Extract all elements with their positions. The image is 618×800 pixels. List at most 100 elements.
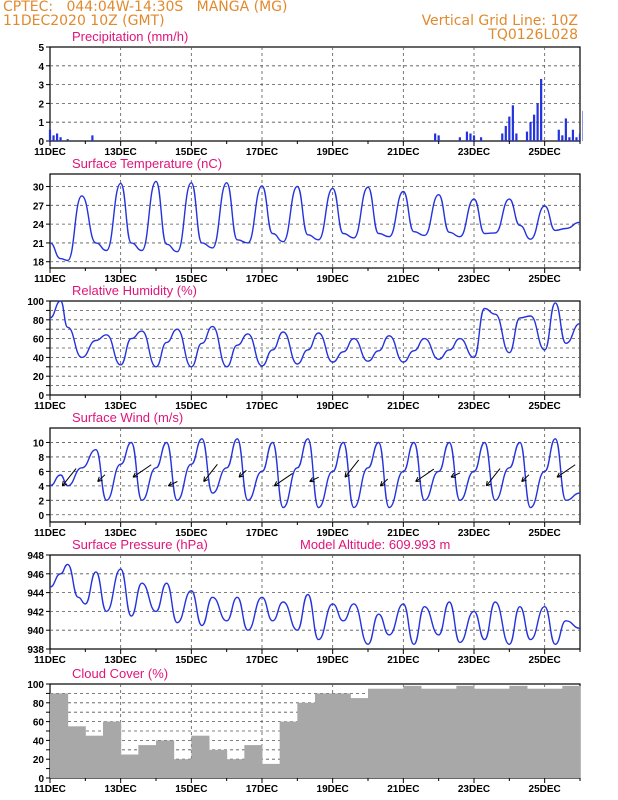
bar [55, 133, 59, 141]
y-tick-label: 20 [33, 755, 45, 766]
x-tick-label: 13DEC [105, 401, 137, 412]
x-tick-label: 13DEC [105, 274, 137, 285]
y-tick-label: 1 [38, 118, 44, 129]
bar [557, 129, 560, 141]
header-model: TQ0126L028 [488, 27, 578, 43]
y-tick-label: 100 [27, 680, 44, 691]
wind-arrow [380, 478, 389, 487]
bar [315, 693, 334, 778]
header-grid-line: Vertical Grid Line: 10Z [421, 13, 578, 29]
y-tick-label: 27 [33, 201, 45, 212]
wind-arrow-head [521, 479, 527, 482]
bar [191, 735, 210, 778]
x-tick-label: 13DEC [105, 655, 137, 666]
x-tick-label: 23DEC [458, 528, 490, 539]
wind-arrow-head [238, 475, 245, 478]
x-tick-label: 13DEC [105, 147, 137, 158]
wind-arrow [97, 474, 106, 482]
y-tick-label: 60 [33, 335, 45, 346]
y-tick-label: 100 [27, 297, 44, 308]
header-station: CPTEC: 044:04W-14:30S MANGA (MG) [3, 0, 288, 15]
bar [48, 129, 52, 141]
y-tick-label: 938 [27, 645, 44, 656]
y-tick-label: 2 [38, 99, 44, 110]
bar [474, 688, 493, 778]
bar [297, 702, 316, 778]
bar [120, 754, 139, 778]
x-tick-label: 15DEC [175, 274, 207, 285]
wind-arrow [61, 468, 77, 487]
panel-title: Relative Humidity (%) [72, 283, 197, 298]
wind-arrow-head [344, 472, 347, 478]
y-tick-label: 30 [33, 183, 45, 194]
plot-frame [49, 427, 581, 523]
panel-title: Precipitation (mm/h) [72, 29, 188, 44]
bar [59, 137, 62, 141]
wind-arrow-head [238, 472, 242, 478]
wind-arrow [203, 463, 218, 482]
chart-panel-3: 0 20 40 60 80 100 11DEC 13DEC 15DEC 17DEC 19DEC 21D… [27, 283, 581, 412]
plot-frame [49, 554, 581, 650]
bar [156, 740, 175, 778]
y-tick-label: 944 [27, 589, 44, 600]
bar [368, 688, 387, 778]
x-tick-label: 23DEC [458, 274, 490, 285]
plot-frame [49, 46, 581, 142]
x-tick-label: 23DEC [458, 784, 490, 795]
chart-panel-5: 938 940 942 944 946 948 11DEC 13DEC 15DEC 17DEC 19… [27, 537, 581, 666]
y-tick-label: 20 [33, 372, 45, 383]
bar [209, 749, 228, 778]
y-tick-label: 4 [38, 62, 44, 73]
wind-arrow [521, 474, 530, 482]
x-tick-label: 17DEC [246, 401, 278, 412]
series-line [49, 180, 581, 262]
bar [50, 693, 69, 778]
y-tick-label: 942 [27, 607, 44, 618]
x-tick-label: 21DEC [387, 528, 419, 539]
x-tick-label: 15DEC [175, 147, 207, 158]
bar [508, 116, 511, 141]
x-tick-label: 17DEC [246, 274, 278, 285]
x-tick-label: 11DEC [34, 528, 66, 539]
bar [244, 745, 263, 778]
bar [173, 759, 192, 778]
bar [501, 133, 504, 141]
plot-frame [49, 173, 581, 269]
wind-arrow-head [62, 483, 68, 487]
bar [515, 133, 518, 141]
wind-arrow [485, 468, 501, 487]
bar [491, 688, 510, 778]
bar [562, 685, 580, 778]
wind-arrow [309, 476, 319, 482]
wind-arrow-head [486, 483, 492, 487]
y-tick-label: 4 [38, 482, 44, 493]
bar [434, 133, 437, 141]
y-tick-label: 0 [38, 511, 44, 522]
y-tick-label: 80 [33, 316, 45, 327]
bar [527, 688, 546, 778]
bar [511, 105, 514, 141]
bar [568, 137, 571, 141]
x-tick-label: 19DEC [317, 528, 349, 539]
wind-arrow-head [132, 472, 136, 478]
wind-arrow-head [344, 474, 350, 478]
chart-panel-2: 18 21 24 27 30 11DEC 13DEC 15DEC 17DEC 19DEC 21DEC… [33, 156, 581, 285]
y-tick-label: 0 [38, 137, 44, 148]
bar [385, 688, 404, 778]
x-tick-label: 23DEC [458, 401, 490, 412]
wind-arrow [238, 469, 247, 478]
wind-arrow-head [556, 472, 560, 478]
wind-arrow-head [485, 480, 488, 486]
y-tick-label: 60 [33, 718, 45, 729]
bar [532, 114, 536, 141]
bar [580, 685, 581, 778]
x-tick-label: 19DEC [317, 147, 349, 158]
wind-arrow [450, 472, 461, 478]
bar [421, 688, 440, 778]
wind-arrow [415, 468, 435, 482]
y-tick-label: 940 [27, 626, 44, 637]
bar [571, 129, 575, 141]
y-tick-label: 40 [33, 353, 45, 364]
series-line [49, 563, 581, 646]
x-tick-label: 15DEC [175, 784, 207, 795]
